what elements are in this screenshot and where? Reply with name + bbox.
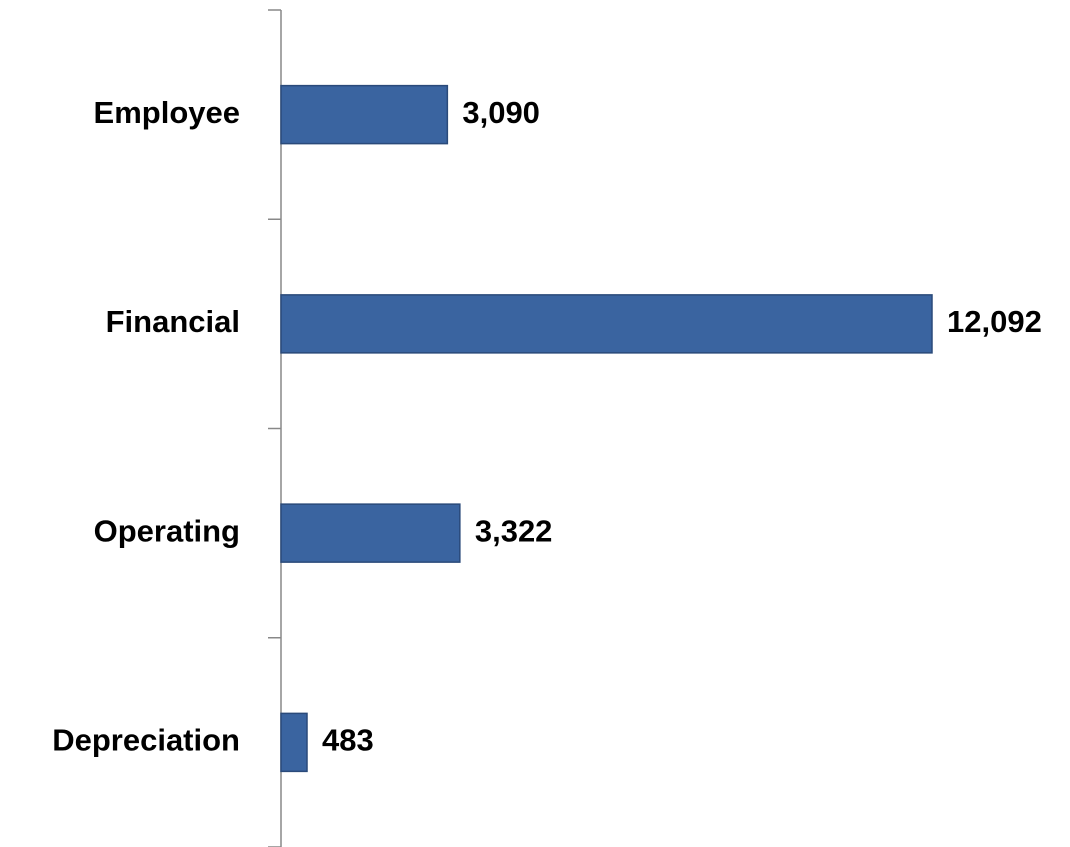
bar bbox=[280, 294, 933, 354]
bar bbox=[280, 84, 449, 145]
bar bbox=[280, 712, 308, 773]
data-label: 12,092 bbox=[947, 304, 1042, 339]
y-tick-label: Operating bbox=[94, 513, 240, 548]
y-tick-label: Employee bbox=[94, 95, 240, 130]
data-label: 483 bbox=[322, 723, 374, 758]
bar bbox=[280, 503, 461, 563]
y-tick-label: Financial bbox=[106, 304, 240, 339]
data-label: 3,090 bbox=[462, 95, 540, 130]
data-label: 3,322 bbox=[475, 513, 553, 548]
y-tick-label: Depreciation bbox=[52, 723, 240, 758]
